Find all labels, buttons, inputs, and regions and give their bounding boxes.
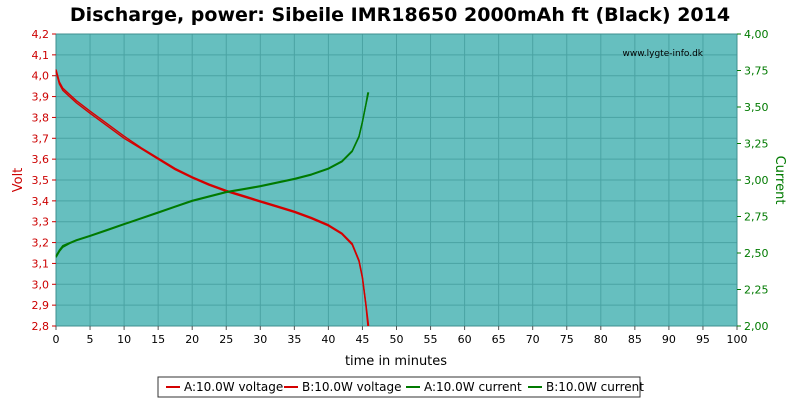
series-line-2 xyxy=(55,69,370,327)
x-tick-label: 35 xyxy=(287,333,301,346)
left-tick-label: 2,9 xyxy=(32,299,50,312)
x-tick-label: 70 xyxy=(526,333,540,346)
legend-label: B:10.0W voltage xyxy=(302,380,402,394)
series-line-4 xyxy=(55,92,370,258)
x-tick-label: 45 xyxy=(355,333,369,346)
legend-box xyxy=(157,376,641,398)
x-tick-label: 40 xyxy=(321,333,335,346)
right-tick-label: 2,50 xyxy=(744,247,769,260)
grid-lines xyxy=(56,34,737,326)
left-tick-label: 3,3 xyxy=(32,216,50,229)
x-axis-title: time in minutes xyxy=(345,354,447,369)
x-tick-label: 50 xyxy=(390,333,404,346)
x-tick-label: 10 xyxy=(117,333,131,346)
right-tick-label: 3,00 xyxy=(744,174,769,187)
left-tick-label: 3,5 xyxy=(32,174,50,187)
x-tick-label: 90 xyxy=(662,333,676,346)
x-tick-label: 85 xyxy=(628,333,642,346)
right-axis-ticks: 2,00 2,25 2,50 2,75 3,00 3,25 3,50 3,75 4,00 xyxy=(737,28,769,333)
right-tick-label: 2,25 xyxy=(744,284,769,297)
x-tick-label: 80 xyxy=(594,333,608,346)
x-tick-label: 0 xyxy=(53,333,60,346)
x-tick-label: 20 xyxy=(185,333,199,346)
x-tick-label: 55 xyxy=(424,333,438,346)
right-tick-label: 2,00 xyxy=(744,320,769,333)
right-tick-label: 3,25 xyxy=(744,138,769,151)
right-tick-label: 2,75 xyxy=(744,211,769,224)
legend-label: A:10.0W current xyxy=(424,380,522,394)
left-tick-label: 3,8 xyxy=(32,111,50,124)
left-axis-title: Volt xyxy=(11,168,26,193)
right-axis-title: Current xyxy=(772,156,787,205)
x-tick-label: 30 xyxy=(253,333,267,346)
x-tick-label: 75 xyxy=(560,333,574,346)
chart-title: Discharge, power: Sibeile IMR18650 2000m… xyxy=(70,4,730,26)
left-tick-label: 3,1 xyxy=(32,257,50,270)
legend-label: B:10.0W current xyxy=(546,380,644,394)
right-tick-label: 3,75 xyxy=(744,65,769,78)
left-tick-label: 4,2 xyxy=(32,28,50,41)
watermark: www.lygte-info.dk xyxy=(623,49,704,59)
legend: A:10.0W voltage B:10.0W voltage A:10.0W cu… xyxy=(157,376,644,398)
x-axis-ticks: 0 5 10 15 20 25 30 35 40 45 50 55 60 65 70 75 80 85 90 95 10… xyxy=(53,326,748,346)
x-tick-label: 25 xyxy=(219,333,233,346)
x-tick-label: 100 xyxy=(727,333,748,346)
left-tick-label: 3,4 xyxy=(32,195,50,208)
x-tick-label: 65 xyxy=(492,333,506,346)
left-axis-ticks: 2,8 2,9 3,0 3,1 3,2 3,3 3,4 3,5 3,6 3,7 3,8 3,9 4,0 4… xyxy=(32,28,56,333)
left-tick-label: 4,0 xyxy=(32,70,50,83)
right-tick-label: 4,00 xyxy=(744,28,769,41)
right-tick-label: 3,50 xyxy=(744,101,769,114)
left-tick-label: 3,9 xyxy=(32,91,50,104)
left-tick-label: 2,8 xyxy=(32,320,50,333)
left-tick-label: 3,2 xyxy=(32,237,50,250)
legend-label: A:10.0W voltage xyxy=(184,380,283,394)
x-tick-label: 60 xyxy=(458,333,472,346)
left-tick-label: 4,1 xyxy=(32,49,50,62)
x-tick-label: 15 xyxy=(151,333,165,346)
series-group xyxy=(55,69,370,327)
x-tick-label: 5 xyxy=(87,333,94,346)
left-tick-label: 3,6 xyxy=(32,153,50,166)
x-tick-label: 95 xyxy=(696,333,710,346)
left-tick-label: 3,7 xyxy=(32,132,50,145)
left-tick-label: 3,0 xyxy=(32,278,50,291)
series-line-1 xyxy=(55,71,369,327)
